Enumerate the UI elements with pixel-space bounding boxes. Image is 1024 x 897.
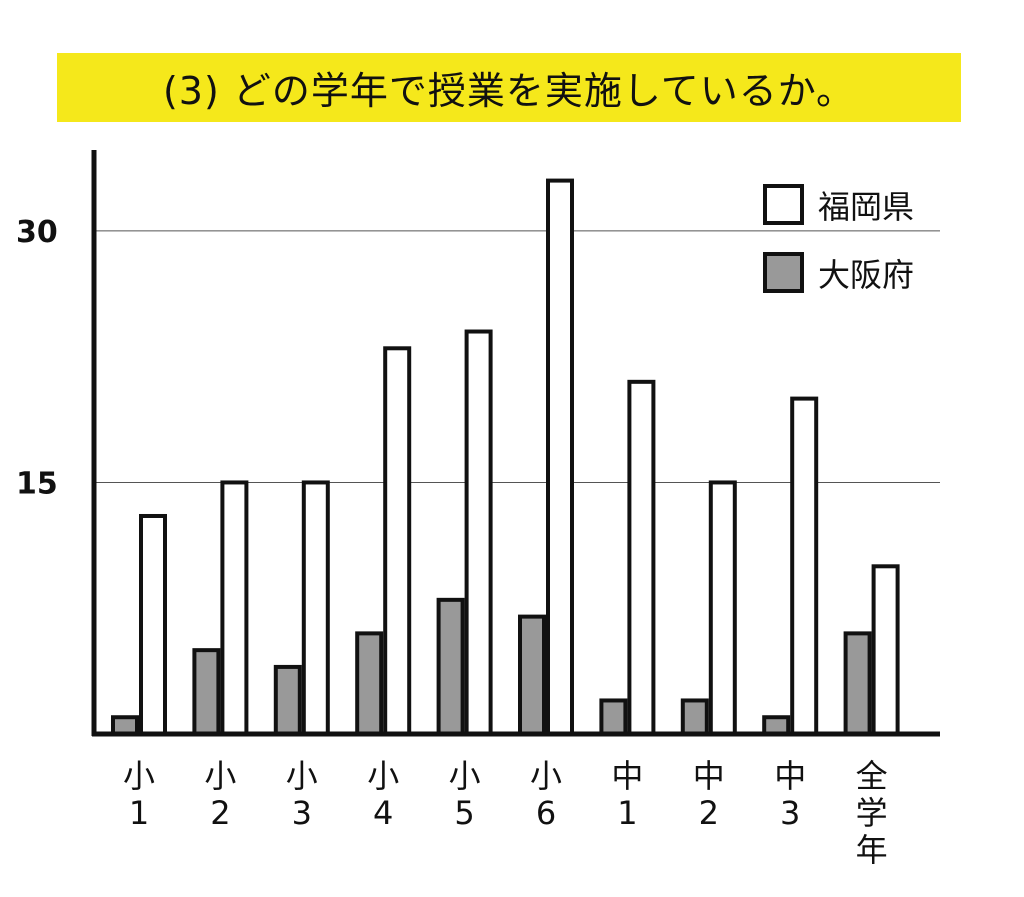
bar-fukuoka-4 bbox=[383, 346, 412, 736]
x-tick-label-6-1: 小 bbox=[530, 757, 562, 795]
chart-title: (3) どの学年で授業を実施しているか。 bbox=[162, 69, 855, 113]
x-tick-label-8-1: 中 bbox=[693, 757, 725, 795]
bar-osaka-5 bbox=[436, 597, 465, 737]
bar-fukuoka-3 bbox=[301, 480, 330, 737]
x-tick-label-7-2: 1 bbox=[617, 794, 637, 832]
x-tick-label-5-2: 5 bbox=[454, 794, 474, 832]
bar-osaka-8 bbox=[680, 698, 709, 737]
x-tick-label-1-1: 小 bbox=[123, 757, 155, 795]
x-tick-label-2-2: 2 bbox=[210, 794, 230, 832]
legend-swatch-osaka bbox=[763, 252, 804, 293]
y-tick-label-30: 30 bbox=[16, 215, 58, 250]
bar-fukuoka-2 bbox=[220, 480, 249, 737]
bar-fukuoka-5 bbox=[464, 329, 493, 736]
bar-fukuoka-9 bbox=[790, 396, 819, 736]
x-tick-label-1-2: 1 bbox=[129, 794, 149, 832]
bars bbox=[111, 178, 900, 737]
bar-osaka-7 bbox=[599, 698, 628, 737]
bar-osaka-2 bbox=[192, 648, 221, 737]
y-tick-label-15: 15 bbox=[16, 466, 58, 501]
x-tick-label-10-2: 学 bbox=[856, 794, 888, 832]
bar-fukuoka-10 bbox=[871, 564, 900, 736]
legend-label-osaka: 大阪府 bbox=[818, 256, 914, 294]
x-tick-label-3-1: 小 bbox=[286, 757, 318, 795]
legend-swatch-fukuoka bbox=[763, 184, 804, 225]
bar-osaka-4 bbox=[355, 631, 384, 737]
x-tick-label-8-2: 2 bbox=[699, 794, 719, 832]
x-tick-label-3-2: 3 bbox=[292, 794, 312, 832]
x-tick-label-9-2: 3 bbox=[780, 794, 800, 832]
x-tick-label-9-1: 中 bbox=[774, 757, 806, 795]
x-tick-label-5-1: 小 bbox=[449, 757, 481, 795]
x-tick-label-4-2: 4 bbox=[373, 794, 393, 832]
x-tick-label-10-3: 年 bbox=[856, 831, 888, 869]
x-tick-label-7-1: 中 bbox=[611, 757, 643, 795]
bar-osaka-10 bbox=[843, 631, 872, 737]
bar-osaka-1 bbox=[111, 715, 139, 736]
x-tick-label-6-2: 6 bbox=[536, 794, 556, 832]
bar-fukuoka-1 bbox=[139, 513, 167, 736]
x-tick-label-4-1: 小 bbox=[367, 757, 399, 795]
bar-osaka-6 bbox=[518, 614, 546, 736]
title-banner: (3) どの学年で授業を実施しているか。 bbox=[57, 53, 961, 122]
bar-fukuoka-6 bbox=[546, 178, 574, 736]
bar-fukuoka-7 bbox=[627, 379, 656, 736]
x-tick-label-2-1: 小 bbox=[204, 757, 236, 795]
bar-osaka-9 bbox=[762, 715, 791, 736]
legend-label-fukuoka: 福岡県 bbox=[818, 188, 914, 226]
axes bbox=[91, 150, 940, 737]
x-tick-label-10-1: 全 bbox=[856, 757, 888, 795]
bar-fukuoka-8 bbox=[708, 480, 737, 737]
bar-osaka-3 bbox=[273, 664, 302, 736]
